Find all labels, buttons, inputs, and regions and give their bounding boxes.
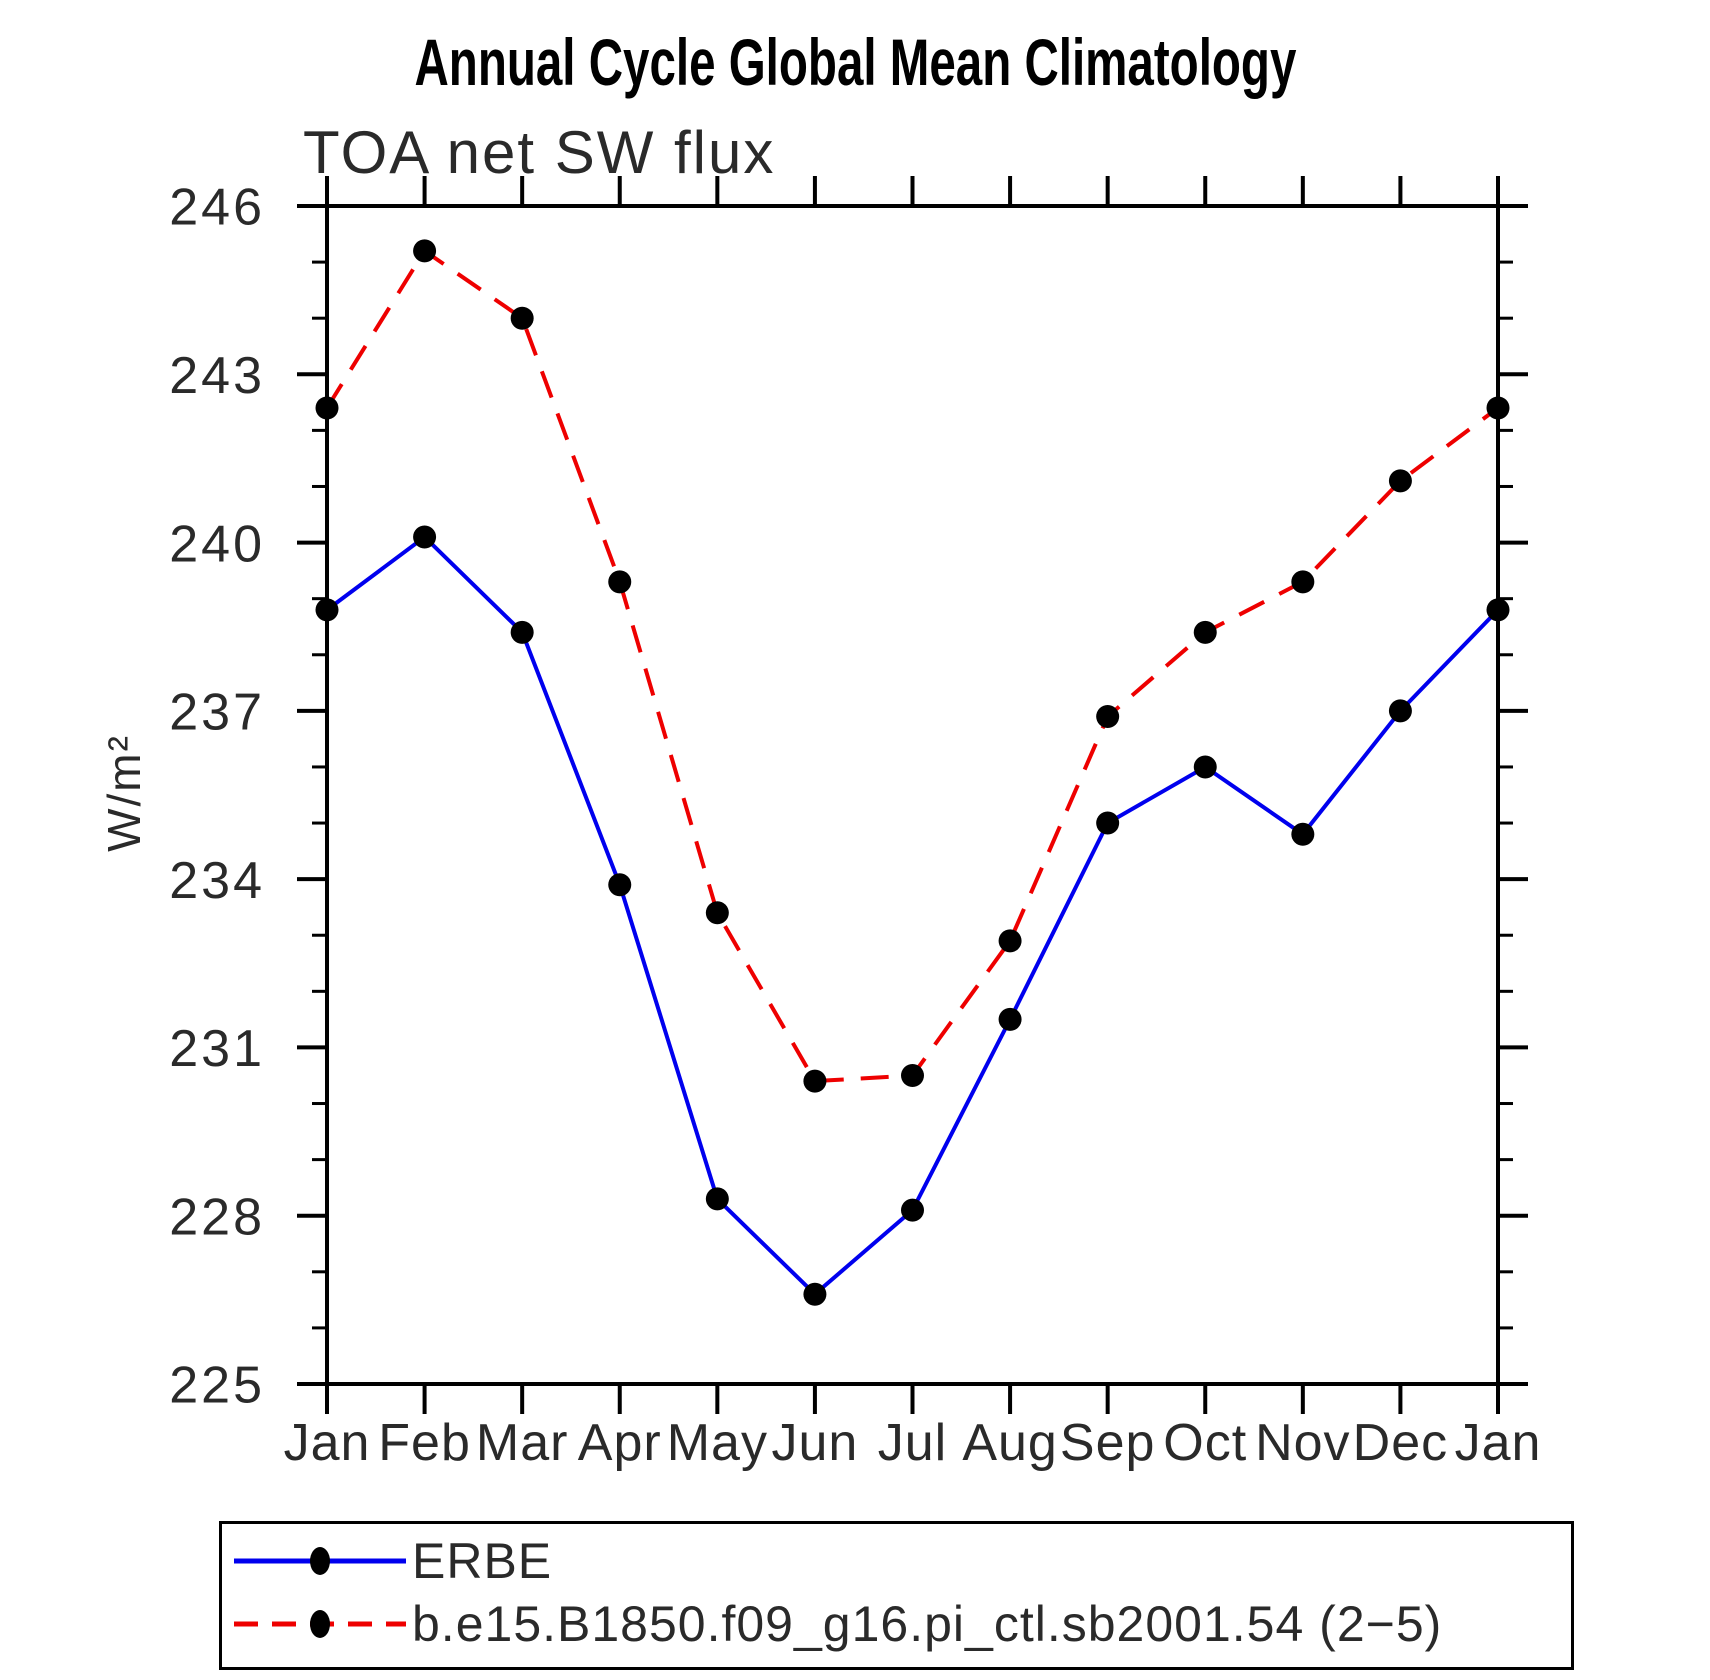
legend-sample-marker: [310, 1547, 330, 1575]
legend-label-erbe: ERBE: [412, 1533, 553, 1589]
y-tick-label: 246: [169, 179, 265, 237]
month-label: Oct: [1163, 1414, 1247, 1472]
month-label: Dec: [1353, 1414, 1448, 1472]
series-erbe-marker: [1291, 822, 1315, 846]
y-tick-label: 225: [169, 1357, 265, 1415]
chart-subtitle: TOA net SW flux: [303, 119, 776, 186]
month-label: Mar: [476, 1414, 569, 1472]
series-erbe-marker: [608, 873, 632, 897]
series-erbe-marker: [901, 1198, 924, 1222]
chart-title: Annual Cycle Global Mean Climatology: [0, 24, 1710, 100]
series-model-marker: [315, 396, 339, 420]
series-erbe-marker: [413, 525, 437, 549]
series-model-marker: [1388, 469, 1412, 493]
series-erbe-marker: [705, 1187, 729, 1211]
series-model: [315, 239, 1510, 1093]
series-model-marker: [705, 901, 729, 925]
legend-sample-erbe-line: [234, 1547, 406, 1575]
series-model-marker: [803, 1069, 827, 1093]
series-erbe-marker: [1388, 699, 1412, 723]
y-tick-label: 228: [169, 1188, 265, 1246]
month-label: Apr: [578, 1414, 662, 1472]
series-model-marker: [510, 306, 534, 330]
month-label: May: [667, 1414, 768, 1472]
month-label: Jan: [284, 1414, 371, 1472]
y-tick-label: 231: [169, 1020, 265, 1078]
plot-frame: [325, 204, 1500, 1386]
series-erbe-marker: [510, 620, 534, 644]
x-axis-tick-labels: Jan Feb Mar Apr May Jun Jul Aug Sep Oct Nov Dec Jan: [284, 1414, 1542, 1472]
series-erbe-marker: [315, 598, 339, 622]
series-model-marker: [413, 239, 437, 263]
x-axis-ticks: [325, 176, 1500, 1414]
month-label: Sep: [1060, 1414, 1156, 1472]
legend-box: ERBE b.e15.B1850.f09_g16.pi_ctl.sb2001.5…: [219, 1521, 1574, 1670]
series-model-line: [325, 248, 1500, 1084]
series-model-marker: [1096, 704, 1120, 728]
legend-sample-model-line: [234, 1610, 406, 1638]
series-erbe-marker: [803, 1282, 827, 1306]
month-label: Nov: [1255, 1414, 1350, 1472]
month-label: Aug: [962, 1414, 1058, 1472]
legend-label-model: b.e15.B1850.f09_g16.pi_ctl.sb2001.54 (2−…: [412, 1596, 1443, 1652]
series-model-marker: [1291, 570, 1315, 594]
y-tick-label: 234: [169, 852, 265, 910]
series-erbe-marker: [1096, 811, 1120, 835]
legend-sample-marker: [310, 1610, 330, 1638]
y-tick-label: 237: [169, 684, 265, 742]
month-label: Feb: [378, 1414, 471, 1472]
series-model-marker: [998, 929, 1022, 953]
series-erbe-marker: [1486, 598, 1510, 622]
series-model-marker: [608, 570, 632, 594]
series-erbe: [315, 525, 1510, 1306]
series-model-marker: [1193, 620, 1217, 644]
series-erbe-line: [325, 534, 1500, 1297]
month-label: Jun: [771, 1414, 858, 1472]
y-axis-tick-labels: 246 243 240 237 234 231 228 225: [169, 179, 265, 1415]
series-model-marker: [1486, 396, 1510, 420]
month-label: Jul: [878, 1414, 947, 1472]
series-model-marker: [901, 1063, 924, 1087]
series-erbe-marker: [1193, 755, 1217, 779]
series-erbe-marker: [998, 1007, 1022, 1031]
y-axis-minor-ticks: [312, 260, 1513, 1330]
legend-item-model: b.e15.B1850.f09_g16.pi_ctl.sb2001.54 (2−…: [230, 1596, 1443, 1652]
y-tick-label: 240: [169, 515, 265, 573]
chart-title-text: Annual Cycle Global Mean Climatology: [414, 25, 1296, 99]
y-axis-major-ticks: [297, 204, 1528, 1386]
legend-item-erbe: ERBE: [230, 1533, 553, 1589]
y-tick-label: 243: [169, 347, 265, 405]
month-label: Jan: [1455, 1414, 1542, 1472]
